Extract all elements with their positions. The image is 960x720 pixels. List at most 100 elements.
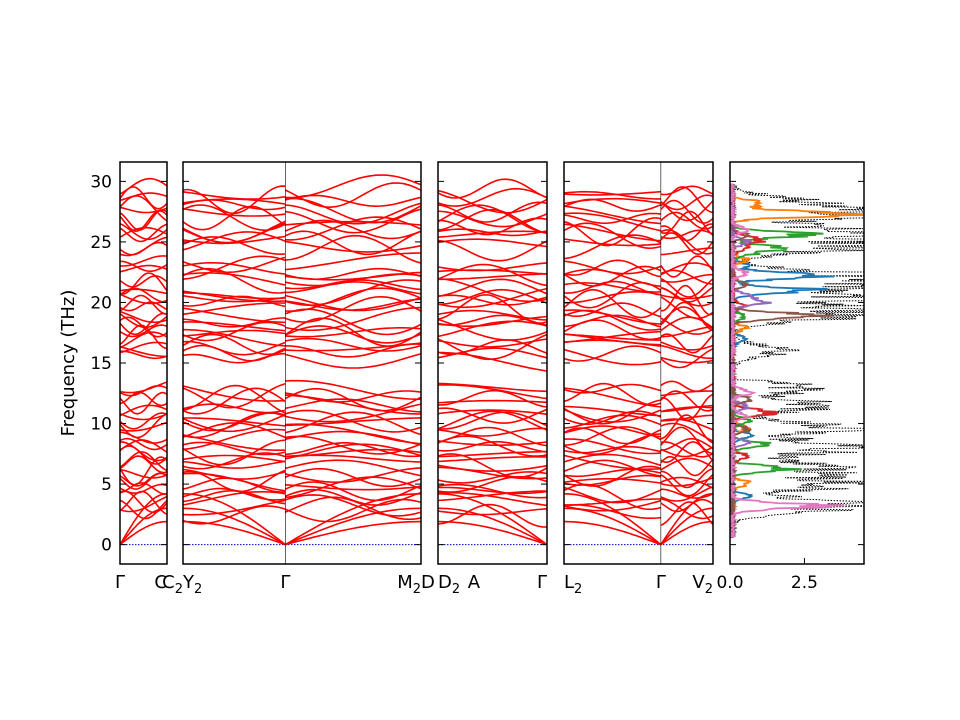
phonon-band [438,491,547,507]
phonon-band [660,393,713,422]
phonon-band [285,325,421,344]
phonon-band [285,208,421,234]
acoustic-branch [183,507,286,546]
phonon-band [438,409,547,416]
phonon-band [120,456,167,486]
phonon-band [438,262,547,272]
phonon-band [564,197,662,205]
phonon-band [285,476,421,499]
phonon-band [564,433,661,455]
phonon-band [660,422,713,442]
phonon-band [183,255,286,280]
band-panel-p1: 0 5 10 15 20 25 30 Γ C [90,161,168,593]
phonon-band [120,260,167,272]
phonon-band [120,222,167,241]
phonon-band [438,453,547,478]
y-tick-label: 5 [101,475,112,495]
phonon-band [120,421,167,432]
phonon-band [660,273,713,283]
dos-curves [730,183,864,539]
phonon-band [120,345,167,358]
phonon-band [284,498,421,523]
phonon-band [660,390,713,397]
phonon-band [183,328,286,347]
phonon-band [438,201,547,223]
phonon-band [564,223,661,242]
phonon-band [564,465,662,487]
phonon-band [285,327,421,338]
phonon-band [564,414,662,429]
phonon-band [564,426,662,446]
phonon-band [660,455,713,477]
phonon-band [564,425,661,438]
phonon-band [564,468,662,478]
k-point-label: Γ [280,572,290,593]
phonon-band [285,409,421,433]
phonon-band [120,472,167,490]
phonon-band [285,484,421,491]
phonon-band [285,443,421,460]
phonon-band [438,287,547,309]
acoustic-branch [564,493,662,546]
phonon-band [564,212,661,225]
phonon-band [564,234,662,260]
phonon-band [438,475,547,493]
phonon-band [120,381,167,394]
y-tick-label: 25 [90,233,112,253]
phonon-band [285,197,421,224]
phonon-band [285,294,421,312]
phonon-band [438,508,547,516]
acoustic-branch [120,493,167,546]
phonon-band [438,426,547,447]
phonon-band [285,234,421,264]
phonon-band [564,408,662,423]
band-panel-p4: L2 Γ V2 [563,161,714,597]
phonon-band [183,333,286,356]
k-point-label: Γ [656,572,666,593]
phonon-band [183,262,286,275]
phonon-band [285,467,421,488]
phonon-band [564,383,662,394]
acoustic-branch [120,520,167,546]
phonon-band [660,404,713,413]
phonon-band [183,491,286,506]
phonon-band [660,414,713,422]
phonon-band [564,280,661,296]
phonon-band [183,256,286,274]
phonon-band [285,448,421,458]
phonon-band [660,498,713,520]
phonon-band [438,333,547,361]
x-tick-label: 2.5 [791,573,818,593]
phonon-band [564,205,661,225]
phonon-band [285,398,421,413]
phonon-band [120,294,167,315]
phonon-band [285,202,421,225]
phonon-band [120,391,167,407]
y-tick-label: 15 [90,354,112,374]
phonon-band [660,390,713,412]
phonon-band [564,265,662,287]
phonon-band [183,468,286,480]
phonon-band [183,417,286,427]
acoustic-branch [438,507,547,546]
acoustic-branch [285,507,421,546]
phonon-band [660,229,713,240]
phonon-band [564,212,662,232]
phonon-band [120,483,167,494]
phonon-band [183,307,286,324]
x-tick-label: 0.0 [716,573,743,593]
phonon-band [564,190,661,196]
phonon-band [285,174,421,199]
phonon-band [660,333,713,354]
phonon-band [120,288,167,295]
phonon-band [183,204,286,232]
y-tick-label: 10 [90,415,112,435]
phonon-band [285,342,421,352]
phonon-band [120,223,167,243]
phonon-band [438,210,547,228]
y-axis-label: Frequency (THz) [58,290,79,437]
acoustic-branch [438,520,547,546]
phonon-band [438,208,547,235]
phonon-band [120,275,167,288]
